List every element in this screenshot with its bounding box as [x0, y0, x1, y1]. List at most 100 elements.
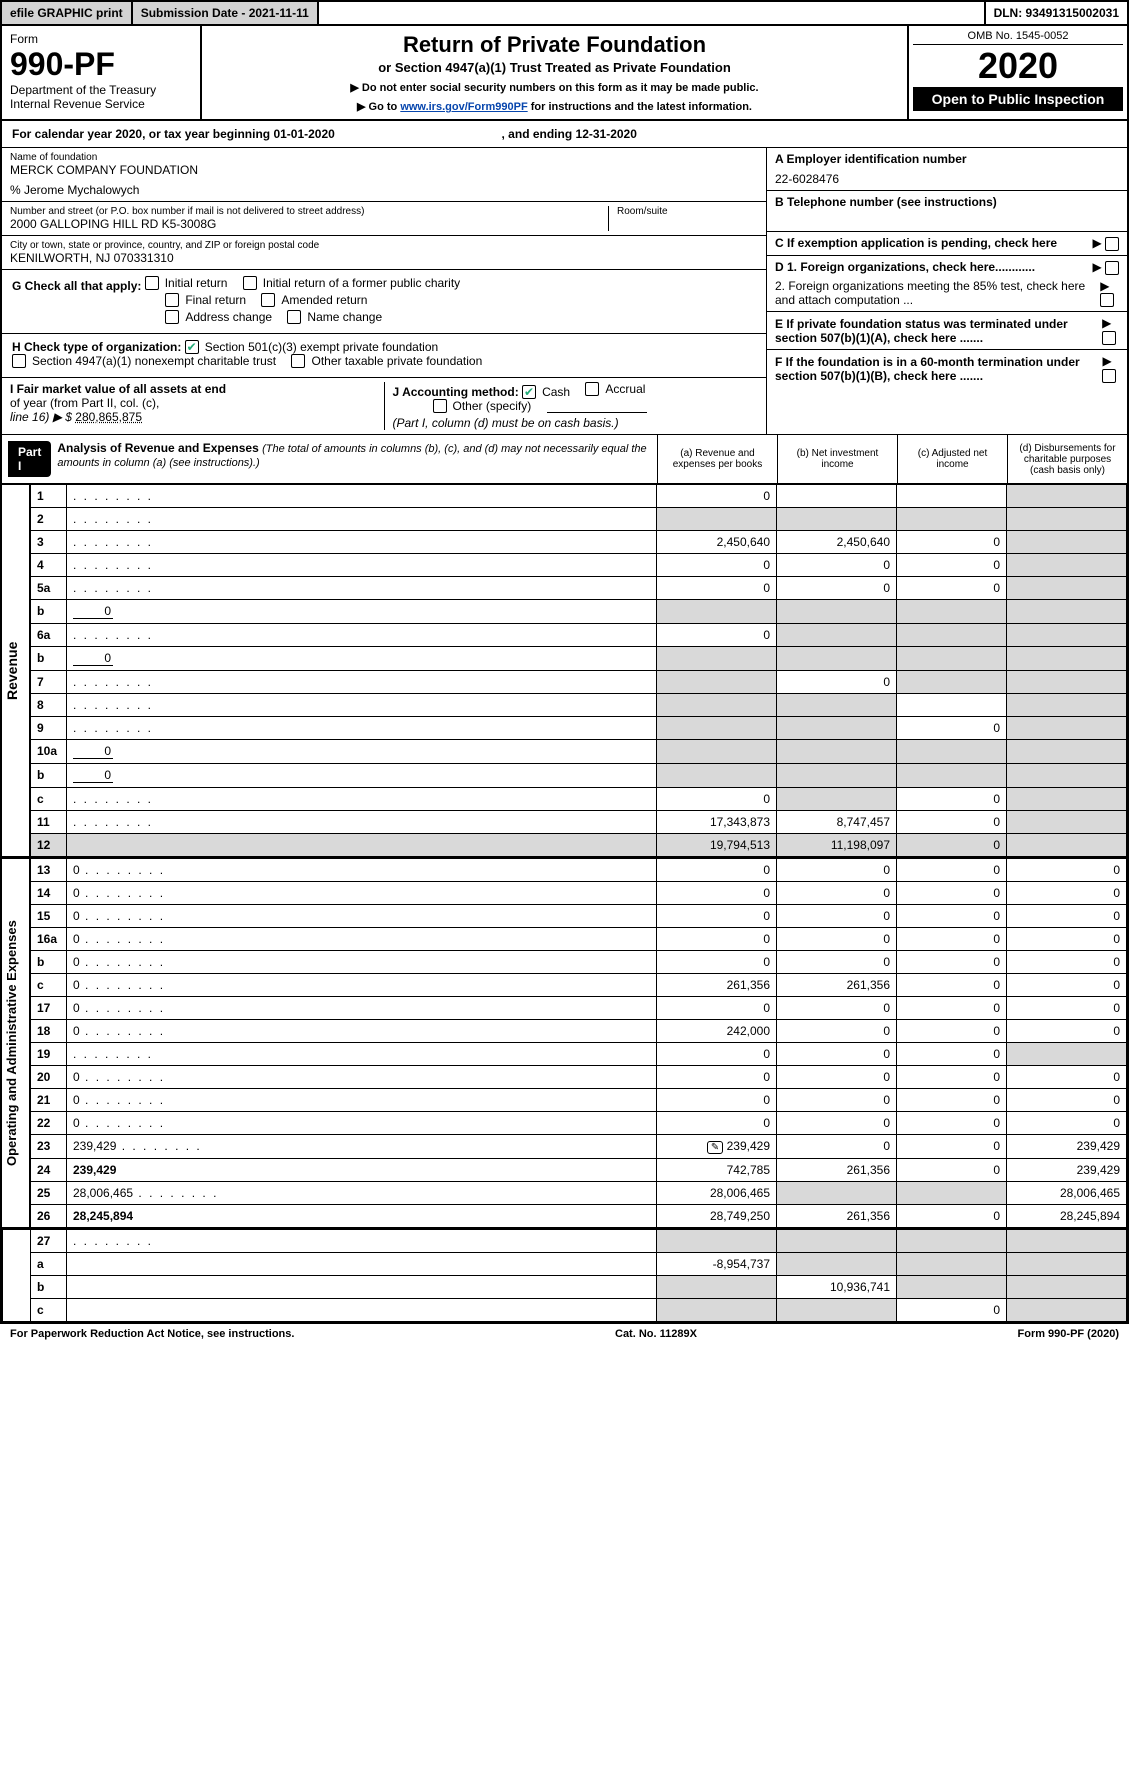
line-number: 21 — [31, 1089, 67, 1112]
line-number: 26 — [31, 1205, 67, 1228]
col-a-value: ✎ 239,429 — [657, 1135, 777, 1159]
irs-link[interactable]: www.irs.gov/Form990PF — [400, 101, 527, 113]
h-501c3-checkbox[interactable]: ✔ — [185, 340, 199, 354]
line-number: c — [31, 788, 67, 811]
col-c-value: 0 — [897, 1112, 1007, 1135]
col-c-value: 0 — [897, 928, 1007, 951]
col-d-value — [1007, 577, 1127, 600]
efile-print-button[interactable]: efile GRAPHIC print — [2, 2, 133, 24]
h-4947-checkbox[interactable] — [12, 354, 26, 368]
i-label-2: of year (from Part II, col. (c), — [10, 396, 159, 410]
line-description: 0 — [67, 1066, 657, 1089]
col-a-value — [657, 717, 777, 740]
d1-foreign-checkbox[interactable] — [1105, 261, 1119, 275]
e-terminated-checkbox[interactable] — [1102, 331, 1116, 345]
col-c-value: 0 — [897, 882, 1007, 905]
table-row: b 0 — [31, 647, 1127, 671]
g-opt-2: Final return — [185, 293, 246, 307]
form-subtitle: or Section 4947(a)(1) Trust Treated as P… — [212, 60, 897, 75]
col-a-value — [657, 1276, 777, 1299]
col-a-value — [657, 764, 777, 788]
col-b-value — [777, 485, 897, 508]
col-d-value — [1007, 811, 1127, 834]
col-d-value — [1007, 717, 1127, 740]
col-b-value: 0 — [777, 951, 897, 974]
line27-side-spacer — [2, 1229, 30, 1322]
col-c-value — [897, 1253, 1007, 1276]
j-other-checkbox[interactable] — [433, 399, 447, 413]
col-d-value: 28,245,894 — [1007, 1205, 1127, 1228]
col-b-value: 2,450,640 — [777, 531, 897, 554]
col-b-value: 0 — [777, 1135, 897, 1159]
col-a-value: 19,794,513 — [657, 834, 777, 857]
line-description: 0 — [67, 905, 657, 928]
a-ein-label: A Employer identification number — [775, 152, 1119, 166]
d1-foreign-label: D 1. Foreign organizations, check here..… — [775, 260, 1035, 274]
col-d-value: 239,429 — [1007, 1135, 1127, 1159]
line-number: 17 — [31, 997, 67, 1020]
d2-foreign-85-checkbox[interactable] — [1100, 293, 1114, 307]
col-d-value — [1007, 1253, 1127, 1276]
col-b-value — [777, 717, 897, 740]
col-a-value: 0 — [657, 859, 777, 882]
col-c-value: 0 — [897, 788, 1007, 811]
i-label-3: line 16) ▶ $ — [10, 410, 72, 424]
dept-label: Department of the Treasury — [10, 83, 192, 97]
line-number: 7 — [31, 671, 67, 694]
col-b-value — [777, 694, 897, 717]
col-b-value — [777, 740, 897, 764]
table-row: 2 — [31, 508, 1127, 531]
name-label: Name of foundation — [10, 152, 758, 163]
attachment-icon[interactable]: ✎ — [707, 1141, 723, 1154]
table-row: 16a00000 — [31, 928, 1127, 951]
table-row: 90 — [31, 717, 1127, 740]
c-exemption-checkbox[interactable] — [1105, 237, 1119, 251]
g-label: G Check all that apply: — [12, 279, 141, 293]
g-address-change-checkbox[interactable] — [165, 310, 179, 324]
f-60month-checkbox[interactable] — [1102, 369, 1116, 383]
e-terminated-label: E If private foundation status was termi… — [775, 317, 1096, 345]
line-number: 6a — [31, 624, 67, 647]
i-label-1: I Fair market value of all assets at end — [10, 382, 226, 396]
line-number: 23 — [31, 1135, 67, 1159]
d2-foreign-85-label: 2. Foreign organizations meeting the 85%… — [775, 279, 1094, 307]
g-initial-former-checkbox[interactable] — [243, 276, 257, 290]
h-opt-2: Other taxable private foundation — [311, 354, 482, 368]
line-number: 9 — [31, 717, 67, 740]
col-a-value: 0 — [657, 928, 777, 951]
col-d-value — [1007, 1230, 1127, 1253]
col-d-value: 0 — [1007, 1112, 1127, 1135]
line-description — [67, 1253, 657, 1276]
g-final-return-checkbox[interactable] — [165, 293, 179, 307]
g-initial-return-checkbox[interactable] — [145, 276, 159, 290]
col-a-value: 0 — [657, 1066, 777, 1089]
line-number: 16a — [31, 928, 67, 951]
c-exemption-label: C If exemption application is pending, c… — [775, 236, 1057, 250]
table-row: 19000 — [31, 1043, 1127, 1066]
table-row: 2200000 — [31, 1112, 1127, 1135]
col-b-value: 0 — [777, 1020, 897, 1043]
col-c-value — [897, 1230, 1007, 1253]
line-number: 13 — [31, 859, 67, 882]
line-number: b — [31, 1276, 67, 1299]
j-cash-checkbox[interactable]: ✔ — [522, 385, 536, 399]
col-b-value: 0 — [777, 577, 897, 600]
g-opt-3: Amended return — [281, 293, 367, 307]
col-d-value: 0 — [1007, 905, 1127, 928]
j-accrual-checkbox[interactable] — [585, 382, 599, 396]
col-c-value — [897, 764, 1007, 788]
col-d-value — [1007, 485, 1127, 508]
table-row: 4000 — [31, 554, 1127, 577]
f-60month-label: F If the foundation is in a 60-month ter… — [775, 355, 1096, 383]
col-d-value: 239,429 — [1007, 1159, 1127, 1182]
street-label: Number and street (or P.O. box number if… — [10, 206, 608, 217]
line-description — [67, 717, 657, 740]
g-name-change-checkbox[interactable] — [287, 310, 301, 324]
line-description: 0 — [67, 647, 657, 671]
h-other-taxable-checkbox[interactable] — [291, 354, 305, 368]
h-opt-0: Section 501(c)(3) exempt private foundat… — [205, 340, 438, 354]
col-c-value: 0 — [897, 974, 1007, 997]
line-number: 27 — [31, 1230, 67, 1253]
g-amended-checkbox[interactable] — [261, 293, 275, 307]
col-b-value: 261,356 — [777, 1159, 897, 1182]
